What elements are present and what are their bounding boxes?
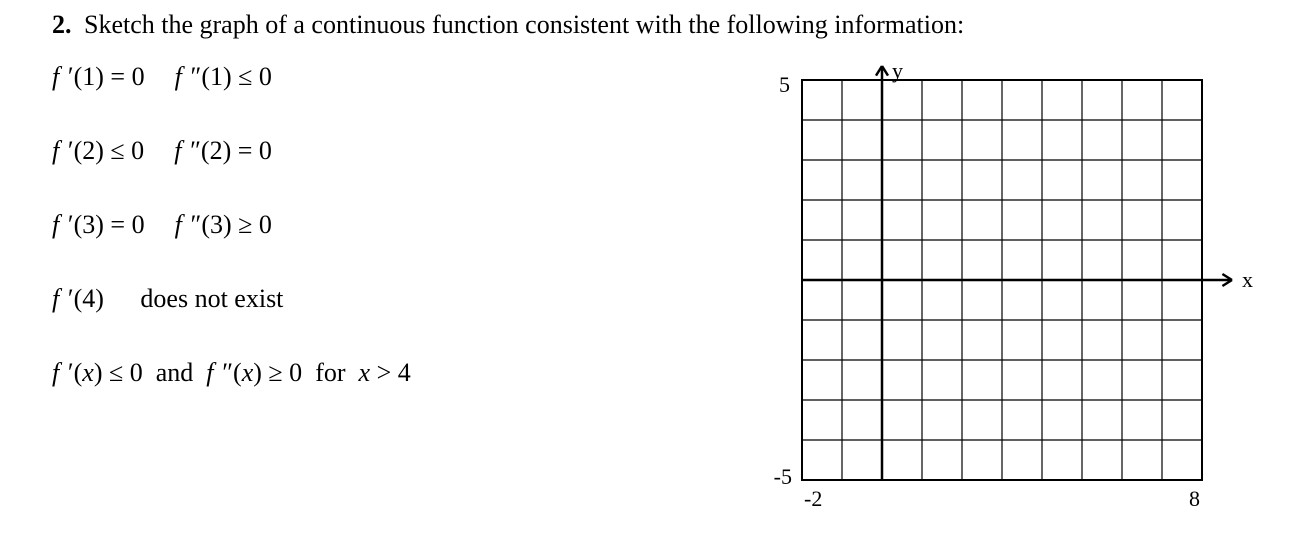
svg-text:x: x: [1242, 267, 1253, 292]
prompt: 2. Sketch the graph of a continuous func…: [52, 8, 1274, 42]
condition-left: f ′(1) = 0: [52, 62, 145, 92]
condition-row: f ′(2) ≤ 0 f ″(2) = 0: [52, 136, 712, 166]
condition-right: f ″(2) = 0: [174, 136, 272, 166]
svg-text:y: y: [892, 60, 903, 83]
svg-text:5: 5: [779, 72, 790, 97]
content-row: f ′(1) = 0 f ″(1) ≤ 0 f ′(2) ≤ 0 f ″(2) = 0…: [52, 60, 1274, 520]
prompt-text: Sketch the graph of a continuous functio…: [84, 10, 964, 39]
conditions-list: f ′(1) = 0 f ″(1) ≤ 0 f ′(2) ≤ 0 f ″(2) = 0…: [52, 60, 712, 388]
condition-left: f ′(4): [52, 284, 110, 314]
condition-left: f ′(2) ≤ 0: [52, 136, 144, 166]
prompt-number: 2.: [52, 10, 72, 39]
svg-text:-5: -5: [774, 464, 792, 489]
condition-right: f ″(1) ≤ 0: [175, 62, 272, 92]
condition-left: f ′(3) = 0: [52, 210, 145, 240]
condition-row: f ′(4) does not exist: [52, 284, 712, 314]
condition-row: f ′(1) = 0 f ″(1) ≤ 0: [52, 62, 712, 92]
condition-left: f ′(x) ≤ 0 and f ″(x) ≥ 0 for x > 4: [52, 358, 411, 388]
svg-text:8: 8: [1189, 486, 1200, 511]
condition-row: f ′(x) ≤ 0 and f ″(x) ≥ 0 for x > 4: [52, 358, 712, 388]
condition-row: f ′(3) = 0 f ″(3) ≥ 0: [52, 210, 712, 240]
coordinate-grid: 5 -5 -2 8 y x: [752, 60, 1262, 520]
page-root: 2. Sketch the graph of a continuous func…: [0, 0, 1314, 544]
graph-container: 5 -5 -2 8 y x: [752, 60, 1262, 520]
condition-right: does not exist: [140, 284, 283, 314]
svg-text:-2: -2: [804, 486, 822, 511]
condition-right: f ″(3) ≥ 0: [175, 210, 272, 240]
